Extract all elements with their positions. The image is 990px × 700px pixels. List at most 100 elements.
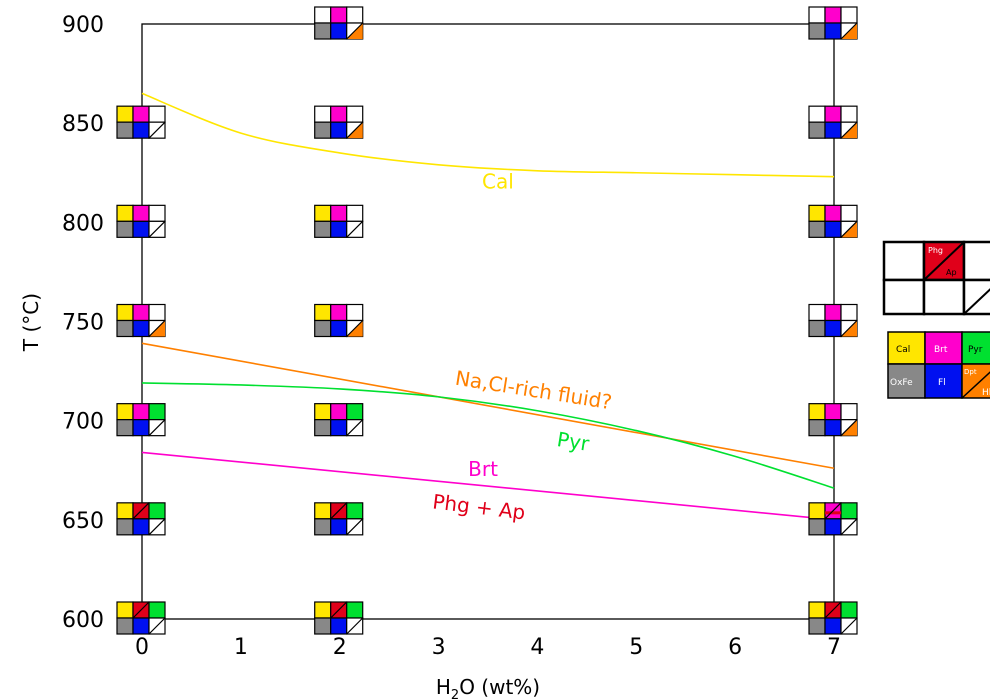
symbol-cell-fl	[330, 121, 348, 139]
phase-symbol	[314, 204, 364, 238]
symbol-dpt-diagonal	[346, 121, 364, 139]
symbol-cell-fl	[132, 121, 150, 139]
x-axis-label-subscript: 2	[451, 688, 459, 700]
symbol-cell-pyr	[840, 303, 858, 322]
symbol-phg-diagonal	[132, 601, 150, 619]
symbol-cell-pyr	[148, 502, 166, 520]
symbol-cell-pyr	[840, 502, 858, 520]
curve-label-5: Phg + Ap	[431, 489, 527, 524]
phase-symbol	[116, 502, 166, 536]
y-tick-label-750: 750	[62, 311, 104, 336]
symbol-cell-cal	[314, 105, 332, 123]
legend-cell-dpt-hl	[961, 363, 990, 399]
phase-symbol	[808, 502, 858, 536]
phase-symbol	[116, 105, 166, 139]
symbol-dpt-diagonal	[840, 121, 858, 139]
symbol-cell-brt	[132, 403, 150, 421]
x-tick-label-4: 4	[530, 635, 544, 660]
symbol-cell-brt	[824, 303, 842, 322]
legend-label-brt: Brt	[934, 345, 948, 355]
symbol-cell-fl	[824, 617, 842, 635]
legend-cell-fl	[924, 363, 963, 399]
symbol-dpt-diagonal	[148, 220, 166, 238]
symbol-cell-cal	[116, 601, 134, 619]
x-axis-label-prefix: H	[436, 675, 451, 699]
plot-frame	[141, 23, 835, 620]
symbol-cell-oxfe	[116, 319, 134, 338]
phase-symbol	[808, 6, 858, 40]
phase-symbols-layer	[116, 6, 858, 635]
symbol-cell-fl	[330, 22, 348, 40]
symbol-cell-fl	[824, 518, 842, 536]
symbol-cell-fl	[330, 419, 348, 437]
symbol-cell-oxfe	[314, 319, 332, 338]
legend-key-diagonal-bottom	[963, 288, 990, 315]
phase-symbol	[808, 303, 858, 338]
symbol-cell-cal	[808, 105, 826, 123]
symbol-cell-pyr	[148, 105, 166, 123]
symbol-cell-brt	[824, 403, 842, 421]
symbol-cell-oxfe	[314, 22, 332, 40]
symbol-cell-cal	[116, 204, 134, 222]
x-tick-label-7: 7	[827, 635, 841, 660]
x-tick-labels: 0 1 2 3 4 5 6 7	[135, 635, 841, 660]
symbol-cell-oxfe	[116, 617, 134, 635]
x-axis-label-suffix: O (wt%)	[459, 675, 540, 699]
symbol-cell-oxfe	[314, 121, 332, 139]
symbol-cell-brt	[824, 6, 842, 24]
symbol-cell-brt	[132, 105, 150, 123]
symbol-cell-fl	[824, 22, 842, 40]
symbol-cell-oxfe	[116, 220, 134, 238]
symbol-cell-brt	[330, 6, 348, 24]
symbol-dpt-diagonal	[148, 419, 166, 437]
symbol-cell-pyr	[840, 6, 858, 24]
y-tick-label-600: 600	[62, 608, 104, 633]
symbol-phg-diagonal	[330, 601, 348, 619]
symbol-phg-diagonal	[330, 502, 348, 520]
legend-label-oxfe: OxFe	[890, 378, 913, 388]
phase-symbol	[314, 403, 364, 437]
symbol-cell-fl	[824, 419, 842, 437]
symbol-cell-oxfe	[808, 419, 826, 437]
symbol-cell-cal	[808, 204, 826, 222]
symbol-cell-oxfe	[808, 22, 826, 40]
symbol-cell-cal	[808, 403, 826, 421]
symbol-cell-brt	[824, 204, 842, 222]
phase-symbol	[314, 601, 364, 635]
symbol-cell-fl	[132, 319, 150, 338]
x-tick-label-0: 0	[135, 635, 149, 660]
symbol-dpt-diagonal	[840, 220, 858, 238]
symbol-cell-fl	[824, 319, 842, 338]
x-tick-label-6: 6	[728, 635, 742, 660]
phase-symbol	[116, 303, 166, 338]
symbol-cell-brt	[330, 204, 348, 222]
symbol-cell-pyr	[346, 204, 364, 222]
symbol-cell-pyr	[346, 303, 364, 322]
symbol-cell-fl	[330, 319, 348, 338]
symbol-cell-fl	[330, 617, 348, 635]
symbol-cell-pyr	[840, 601, 858, 619]
symbol-cell-pyr	[346, 502, 364, 520]
symbol-cell-cal	[808, 502, 826, 520]
symbol-dpt-diagonal	[346, 617, 364, 635]
curve-labels-layer: Cal Na,Cl-rich fluid? Pyr Brt Phg + Ap	[431, 170, 613, 525]
symbol-dpt-diagonal	[148, 518, 166, 536]
symbol-cell-fl	[132, 617, 150, 635]
curves-layer	[141, 92, 835, 521]
symbol-cell-fl	[824, 121, 842, 139]
symbol-cell-oxfe	[314, 617, 332, 635]
phase-symbol	[808, 601, 858, 635]
curve-3	[141, 382, 835, 489]
symbol-cell-cal	[116, 403, 134, 421]
symbol-cell-pyr	[346, 403, 364, 421]
legend-key-phg-label: Phg	[928, 246, 943, 255]
phase-symbol	[808, 403, 858, 437]
phase-symbol	[116, 601, 166, 635]
x-axis-label: H2O (wt%)	[436, 675, 540, 700]
x-tick-label-3: 3	[432, 635, 446, 660]
curve-1	[141, 92, 835, 178]
symbol-cell-oxfe	[116, 419, 134, 437]
symbol-cell-cal	[808, 303, 826, 322]
symbol-dpt-diagonal	[346, 22, 364, 40]
